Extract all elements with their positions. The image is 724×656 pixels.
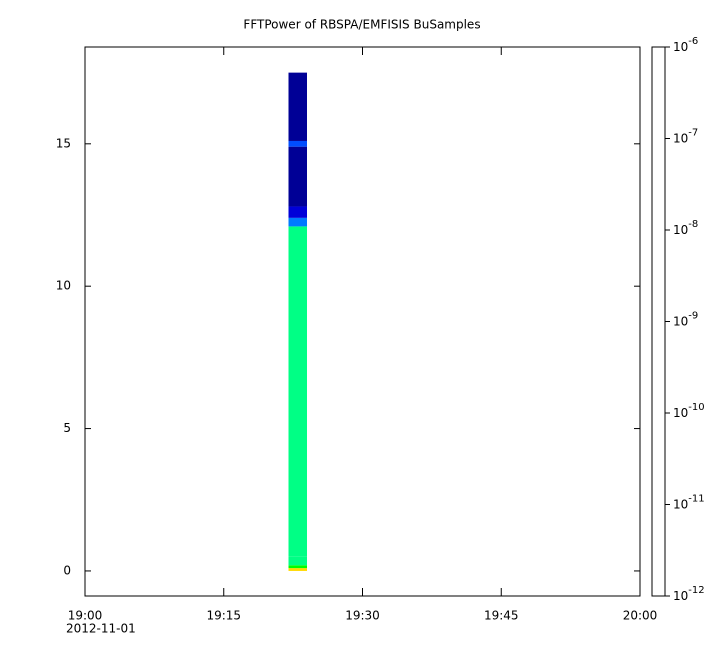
x-tick-label: 19:30	[345, 609, 380, 623]
y-tick-label: 5	[63, 421, 71, 435]
y-tick-label: 10	[56, 279, 71, 293]
y-tick-label: 15	[56, 136, 71, 150]
colorbar-tick-label: 10-8	[673, 219, 698, 237]
colorbar-tick-label: 10-12	[673, 585, 705, 603]
spectrogram-cell	[288, 72, 307, 141]
spectrogram-cell	[288, 565, 307, 569]
spectrogram-cell	[288, 568, 307, 571]
x-tick-label: 19:15	[206, 609, 241, 623]
chart-title: FFTPower of RBSPA/EMFISIS BuSamples	[243, 18, 480, 32]
x-tick-label: 20:00	[623, 609, 658, 623]
colorbar-tick-label: 10-7	[673, 128, 698, 146]
x-tick-label: 19:45	[484, 609, 519, 623]
colorbar-tick-label: 10-10	[673, 402, 705, 420]
colorbar	[651, 46, 666, 597]
colorbar-tick-label: 10-11	[673, 494, 705, 512]
colorbar-tick-label: 10-9	[673, 311, 698, 329]
date-label: 2012-11-01	[66, 622, 136, 636]
colorbar-tick-label: 10-6	[673, 36, 698, 54]
spectrogram-cell	[288, 226, 307, 557]
plot-frame	[84, 46, 641, 597]
x-tick-label: 19:00	[68, 609, 103, 623]
spectrogram-cell	[288, 140, 307, 147]
spectrogram-cell	[288, 206, 307, 218]
spectrogram-cell	[288, 146, 307, 207]
spectrogram-cell	[288, 217, 307, 227]
y-tick-label: 0	[63, 563, 71, 577]
spectrogram-cell	[288, 556, 307, 566]
